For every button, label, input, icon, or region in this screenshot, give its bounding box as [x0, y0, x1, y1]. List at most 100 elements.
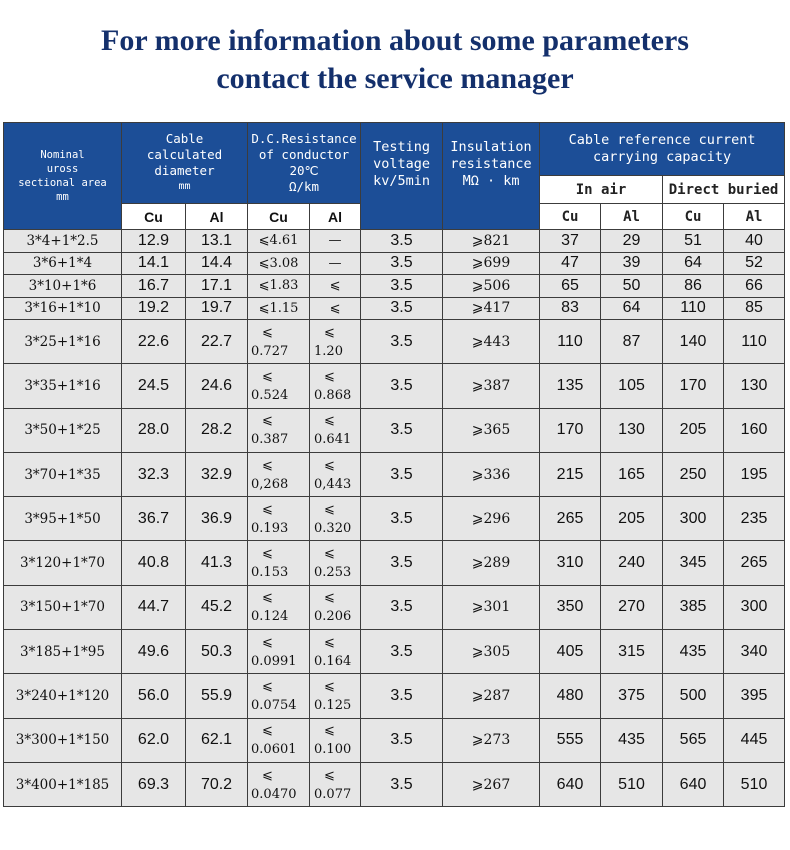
cell-resistance-cu: ⩽ 0.153 [247, 540, 311, 586]
cell-air-cu: 480 [539, 673, 602, 719]
resistance-value: 0.0991 [251, 653, 297, 669]
cell-diameter-al: 50.3 [184, 629, 249, 675]
cell-buried-cu: 345 [662, 540, 725, 586]
cell-resistance-al: ⩽ [309, 274, 362, 298]
header-res-cu: Cu [247, 203, 311, 230]
cell-testing-voltage: 3.5 [360, 717, 444, 763]
le-symbol: ⩽ [324, 413, 335, 429]
cell-model: 3*50+1*25 [3, 407, 122, 453]
cell-diameter-al: 28.2 [184, 407, 249, 453]
cell-insulation: ⩾387 [442, 363, 541, 409]
cell-buried-cu: 435 [662, 629, 725, 675]
cell-air-al: 205 [600, 496, 664, 542]
cell-resistance-cu: ⩽ 0.0470 [247, 761, 311, 808]
le-symbol: ⩽ [324, 679, 335, 695]
cell-diameter-cu: 16.7 [121, 274, 186, 298]
resistance-value: 0.641 [314, 432, 352, 448]
cell-diameter-al: 45.2 [184, 584, 249, 631]
header-dc-resistance: D.C.Resistance of conductor 20℃ Ω/km [247, 122, 362, 204]
header-insulation-resistance: Insulation resistance MΩ · km [442, 122, 541, 230]
resistance-value: 1.20 [314, 343, 343, 359]
header-testing-voltage: Testing voltage kv/5min [360, 122, 444, 230]
cell-testing-voltage: 3.5 [360, 363, 444, 409]
cell-model: 3*185+1*95 [3, 629, 122, 675]
cell-resistance-cu: ⩽ 0.193 [247, 496, 311, 542]
table-row: 3*240+1*120 56.0 55.9 ⩽ 0.0754 ⩽ 0.125 3.5 ⩾287 4… [3, 673, 786, 719]
cell-resistance-al: ⩽ 0.125 [309, 673, 362, 719]
le-symbol: ⩽ [262, 634, 273, 650]
cell-diameter-cu: 14.1 [121, 251, 186, 275]
cell-diameter-al: 41.3 [184, 540, 249, 586]
cell-resistance-cu: ⩽ 0.0754 [247, 673, 311, 719]
cell-diameter-cu: 19.2 [121, 296, 186, 320]
table-row: 3*25+1*16 22.6 22.7 ⩽ 0.727 ⩽ 1.20 3.5 ⩾443 110 87… [3, 318, 786, 365]
cell-testing-voltage: 3.5 [360, 496, 444, 542]
cell-air-al: 64 [600, 296, 664, 320]
resistance-value: 0.868 [314, 387, 352, 403]
cell-air-cu: 135 [539, 363, 602, 409]
le-symbol: ⩽ [262, 324, 273, 340]
cell-buried-cu: 86 [662, 274, 725, 298]
cell-buried-al: 510 [723, 761, 786, 808]
cell-diameter-al: 62.1 [184, 717, 249, 763]
cell-air-cu: 37 [539, 229, 602, 253]
cell-resistance-cu: ⩽ 0.524 [247, 363, 311, 409]
resistance-value: 0.100 [314, 742, 352, 758]
le-symbol: ⩽ [262, 590, 273, 606]
cell-testing-voltage: 3.5 [360, 274, 444, 298]
cell-resistance-cu: ⩽ 0.387 [247, 407, 311, 453]
header-air-cu: Cu [539, 203, 602, 230]
cell-air-al: 39 [600, 251, 664, 275]
resistance-value: 0.0470 [251, 786, 297, 802]
cell-resistance-al: ⩽ 0.641 [309, 407, 362, 453]
table-row: 3*150+1*70 44.7 45.2 ⩽ 0.124 ⩽ 0.206 3.5 ⩾301 350… [3, 584, 786, 631]
cell-air-al: 435 [600, 717, 664, 763]
cell-resistance-al: ⩽ 1.20 [309, 318, 362, 365]
header-buried-al: Al [723, 203, 786, 230]
cell-air-al: 375 [600, 673, 664, 719]
cell-insulation: ⩾443 [442, 318, 541, 365]
cell-diameter-al: 13.1 [184, 229, 249, 253]
resistance-value: 0.727 [251, 343, 289, 359]
cell-model: 3*35+1*16 [3, 363, 122, 409]
cell-buried-al: 66 [723, 274, 786, 298]
cell-resistance-cu: ⩽1.83 [247, 274, 311, 298]
cell-resistance-al: ⩽ 0.320 [309, 496, 362, 542]
cell-buried-al: 160 [723, 407, 786, 453]
resistance-value: 0.193 [251, 520, 289, 536]
le-symbol: ⩽ [262, 679, 273, 695]
cell-model: 3*240+1*120 [3, 673, 122, 719]
title-line-2: contact the service manager [216, 62, 574, 95]
cell-air-cu: 405 [539, 629, 602, 675]
cell-air-al: 315 [600, 629, 664, 675]
resistance-value: 0.153 [251, 565, 289, 581]
cell-buried-cu: 205 [662, 407, 725, 453]
cell-buried-cu: 140 [662, 318, 725, 365]
table-row: 3*35+1*16 24.5 24.6 ⩽ 0.524 ⩽ 0.868 3.5 ⩾387 135 1… [3, 363, 786, 409]
cell-air-al: 87 [600, 318, 664, 365]
cell-insulation: ⩾506 [442, 274, 541, 298]
cell-resistance-al: ⩽ 0.206 [309, 584, 362, 631]
cell-model: 3*4+1*2.5 [3, 229, 122, 253]
cell-buried-cu: 170 [662, 363, 725, 409]
le-symbol: ⩽ [262, 368, 273, 384]
cell-model: 3*16+1*10 [3, 296, 122, 320]
cell-insulation: ⩾287 [442, 673, 541, 719]
cell-resistance-al: ⩽ [309, 296, 362, 320]
cell-insulation: ⩾336 [442, 451, 541, 498]
cell-resistance-cu: ⩽3.08 [247, 251, 311, 275]
cell-air-cu: 555 [539, 717, 602, 763]
cell-diameter-cu: 24.5 [121, 363, 186, 409]
cell-air-al: 29 [600, 229, 664, 253]
le-symbol: ⩽ [324, 767, 335, 783]
cell-air-cu: 265 [539, 496, 602, 542]
cell-resistance-cu: ⩽1.15 [247, 296, 311, 320]
cell-buried-cu: 385 [662, 584, 725, 631]
cell-testing-voltage: 3.5 [360, 584, 444, 631]
cell-buried-al: 130 [723, 363, 786, 409]
cell-buried-cu: 64 [662, 251, 725, 275]
cell-buried-cu: 640 [662, 761, 725, 808]
cell-diameter-al: 24.6 [184, 363, 249, 409]
cell-resistance-cu: ⩽4.61 [247, 229, 311, 253]
title-line-1: For more information about some paramete… [101, 24, 689, 57]
